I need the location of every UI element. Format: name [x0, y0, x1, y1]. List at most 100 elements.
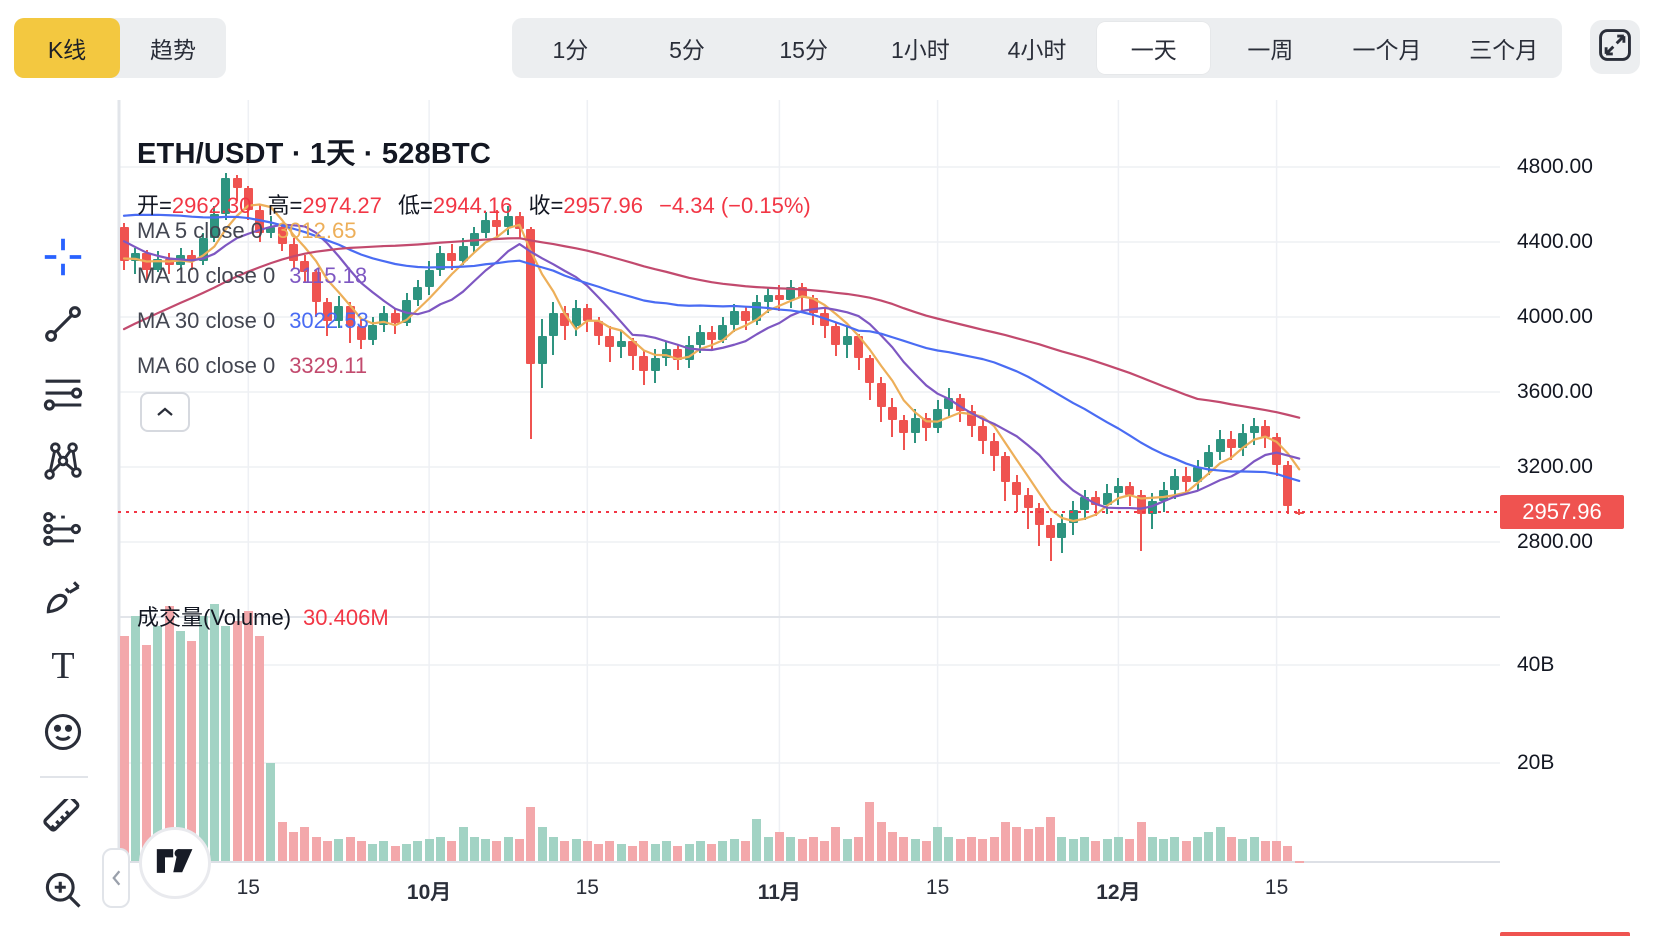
- candle-body: [334, 305, 344, 321]
- brush-icon: [41, 575, 85, 624]
- candle-body: [752, 302, 762, 321]
- ma-label: MA 5 close 0: [137, 218, 263, 243]
- timeframe-tab[interactable]: 5分: [669, 37, 705, 63]
- timeframe-tab[interactable]: 1小时: [890, 37, 950, 63]
- candle-body: [673, 348, 683, 361]
- volume-bar: [752, 819, 762, 861]
- emoji-tool-button[interactable]: [36, 708, 90, 760]
- chart-type-tab-active[interactable]: K线: [14, 18, 120, 78]
- candle-body: [560, 313, 570, 327]
- timeframe-tab[interactable]: 一天: [1097, 22, 1211, 74]
- candle-body: [515, 215, 524, 229]
- timeframe-tab[interactable]: 1分: [552, 37, 589, 63]
- volume-bar: [944, 836, 954, 861]
- candle-body: [1260, 425, 1270, 437]
- volume-bar: [356, 841, 366, 861]
- volume-bar: [854, 836, 863, 861]
- volume-bar: [1238, 838, 1248, 861]
- text-tool-button[interactable]: T: [36, 640, 90, 692]
- ruler-tool-button[interactable]: [36, 794, 90, 850]
- candle-wick: [1140, 489, 1142, 552]
- volume-bar: [526, 807, 536, 861]
- candle-body: [221, 178, 231, 214]
- candle-body: [1181, 476, 1191, 482]
- chart-type-tabs: K线 趋势: [14, 18, 226, 78]
- fullscreen-button[interactable]: [1590, 20, 1640, 74]
- volume-bar: [582, 841, 592, 861]
- candle-body: [978, 425, 988, 441]
- volume-bar: [458, 826, 468, 861]
- candle-body: [322, 302, 332, 321]
- volume-bar: [684, 843, 694, 861]
- candle-body: [594, 320, 604, 336]
- candle-body: [187, 255, 197, 261]
- candle-body: [379, 313, 389, 325]
- toolbar-collapse-handle[interactable]: [102, 848, 130, 908]
- candle-body: [537, 335, 547, 364]
- volume-bar: [503, 836, 513, 861]
- candle-body: [921, 418, 931, 428]
- timeframe-tab[interactable]: 一周: [1247, 37, 1294, 63]
- candle-body: [876, 382, 886, 407]
- volume-bar: [1034, 826, 1044, 861]
- high-value: 2974.27: [302, 193, 382, 218]
- candle-wick: [236, 174, 238, 201]
- timeframe-tab[interactable]: 三个月: [1469, 37, 1539, 63]
- volume-bar: [300, 826, 310, 861]
- price-axis-label: 2800.00: [1517, 530, 1593, 553]
- candle-body: [481, 219, 491, 233]
- crosshair-tool-button[interactable]: [36, 233, 90, 285]
- volume-bar: [289, 831, 298, 861]
- ma-value: 3115.18: [289, 263, 368, 288]
- trend-line-tool-button[interactable]: [36, 300, 90, 352]
- candle-body: [786, 287, 796, 301]
- candle-body: [469, 232, 479, 246]
- forecast-tool-button[interactable]: [36, 505, 90, 557]
- brush-tool-button[interactable]: [36, 573, 90, 625]
- candle-body: [831, 326, 841, 346]
- candle-body: [548, 313, 558, 336]
- xabcd-pattern-tool-button[interactable]: [36, 437, 90, 489]
- chart-type-tab-inactive[interactable]: 趋势: [150, 37, 196, 63]
- volume-bar: [989, 836, 999, 861]
- candle-body: [1249, 425, 1259, 434]
- open-label: 开=: [137, 193, 172, 218]
- volume-bar: [876, 821, 886, 861]
- timeframe-tab[interactable]: 一个月: [1352, 37, 1422, 63]
- zoom-in-tool-button[interactable]: [36, 866, 90, 918]
- time-axis-label: 15: [925, 876, 950, 899]
- horizontal-lines-tool-button[interactable]: [36, 370, 90, 422]
- volume-bar: [413, 841, 423, 861]
- candle-body: [661, 348, 671, 359]
- volume-bar: [232, 620, 242, 861]
- chart-legend: ETH/USDT · 1天 · 528BTC 开=2962.30 高=2974.…: [137, 130, 811, 432]
- volume-bar: [650, 843, 660, 861]
- candle-body: [1091, 497, 1101, 505]
- candle-body: [1204, 452, 1214, 467]
- volume-bar: [402, 843, 411, 861]
- candle-body: [243, 187, 253, 211]
- volume-bar: [842, 838, 852, 861]
- volume-bar: [266, 763, 276, 861]
- candle-body: [639, 356, 649, 372]
- chart-plot-area[interactable]: 4800.00 4400.00 4000.00 3600.00 3200.00 2800.…: [0, 100, 1668, 936]
- volume-bar: [808, 836, 818, 861]
- candle-body: [255, 210, 265, 233]
- legend-collapse-button[interactable]: [140, 392, 190, 432]
- candle-body: [774, 294, 784, 301]
- candle-body: [266, 227, 276, 233]
- fullscreen-icon: [1595, 25, 1635, 70]
- candle-body: [503, 215, 513, 227]
- ma-value: 3329.11: [289, 353, 368, 378]
- candle-body: [390, 313, 400, 323]
- volume-bar: [142, 645, 152, 861]
- candle-body: [729, 311, 739, 325]
- timeframe-tab[interactable]: 4小时: [1007, 37, 1067, 63]
- candle-body: [1215, 438, 1225, 452]
- candle-body: [989, 440, 999, 456]
- volume-bar: [820, 841, 830, 861]
- ma-60-line: [122, 237, 1301, 419]
- volume-bar: [1046, 816, 1056, 861]
- timeframe-tab[interactable]: 15分: [779, 37, 828, 63]
